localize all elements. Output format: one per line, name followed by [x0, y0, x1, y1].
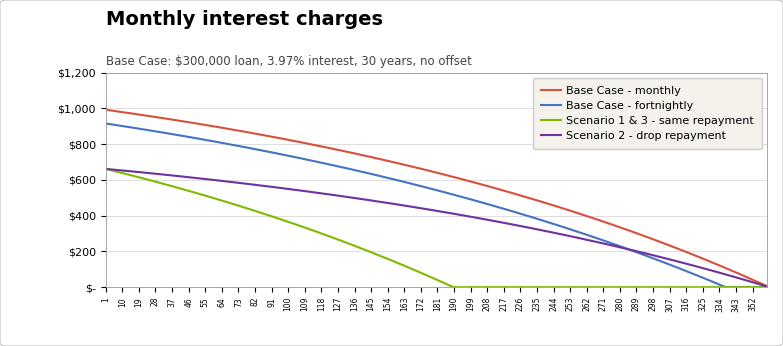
Base Case - monthly: [298, 140, 308, 145]
Base Case - monthly: [391, 161, 400, 165]
Scenario 1 & 3 - same repayment: [449, 285, 459, 289]
Base Case - monthly: [101, 108, 110, 112]
Base Case - fortnightly: [182, 135, 192, 139]
Scenario 1 & 3 - same repayment: [320, 233, 330, 237]
Scenario 1 & 3 - same repayment: [298, 225, 308, 229]
Scenario 2 - drop repayment: [101, 167, 110, 171]
Text: Base Case: $300,000 loan, 3.97% interest, 30 years, no offset: Base Case: $300,000 loan, 3.97% interest…: [106, 55, 471, 69]
Base Case - fortnightly: [763, 285, 772, 289]
Base Case - fortnightly: [298, 157, 308, 161]
Scenario 2 - drop repayment: [182, 175, 192, 179]
Line: Scenario 2 - drop repayment: Scenario 2 - drop repayment: [106, 169, 767, 286]
Base Case - monthly: [320, 145, 330, 149]
Text: Monthly interest charges: Monthly interest charges: [106, 10, 383, 29]
Scenario 1 & 3 - same repayment: [182, 188, 192, 192]
Base Case - fortnightly: [727, 285, 737, 289]
Legend: Base Case - monthly, Base Case - fortnightly, Scenario 1 & 3 - same repayment, S: Base Case - monthly, Base Case - fortnig…: [533, 78, 762, 149]
Base Case - fortnightly: [331, 164, 341, 168]
Base Case - fortnightly: [391, 177, 400, 182]
Base Case - monthly: [763, 284, 772, 289]
Line: Scenario 1 & 3 - same repayment: Scenario 1 & 3 - same repayment: [106, 169, 767, 287]
Scenario 2 - drop repayment: [331, 193, 341, 198]
Base Case - monthly: [726, 268, 735, 272]
Base Case - fortnightly: [320, 162, 330, 166]
Base Case - monthly: [331, 147, 341, 152]
Scenario 2 - drop repayment: [726, 274, 735, 278]
Scenario 2 - drop repayment: [298, 189, 308, 193]
Line: Base Case - monthly: Base Case - monthly: [106, 110, 767, 286]
Base Case - fortnightly: [722, 285, 731, 289]
Scenario 1 & 3 - same repayment: [101, 167, 110, 171]
Base Case - fortnightly: [101, 121, 110, 126]
Base Case - monthly: [182, 120, 192, 124]
Scenario 1 & 3 - same repayment: [331, 237, 341, 241]
Scenario 2 - drop repayment: [391, 202, 400, 206]
Scenario 1 & 3 - same repayment: [391, 260, 400, 264]
Scenario 1 & 3 - same repayment: [727, 285, 737, 289]
Line: Base Case - fortnightly: Base Case - fortnightly: [106, 124, 767, 287]
Scenario 1 & 3 - same repayment: [763, 285, 772, 289]
Scenario 2 - drop repayment: [320, 192, 330, 196]
Scenario 2 - drop repayment: [763, 284, 772, 289]
